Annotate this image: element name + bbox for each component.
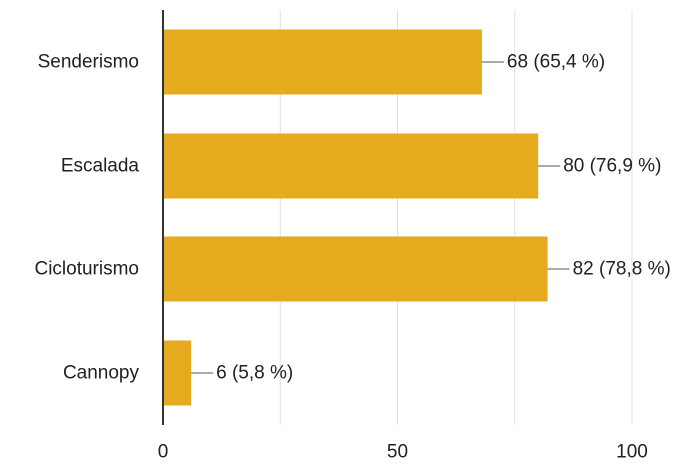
data-label-cannopy: 6 (5,8 %) — [216, 363, 293, 384]
bar-senderismo — [163, 29, 482, 95]
x-tick-label: 50 — [387, 442, 408, 463]
bar-escalada — [163, 133, 539, 199]
category-label-escalada: Escalada — [61, 156, 140, 177]
x-tick-label: 100 — [616, 442, 648, 463]
data-label-escalada: 80 (76,9 %) — [563, 156, 661, 177]
category-label-cicloturismo: Cicloturismo — [34, 259, 139, 280]
data-label-senderismo: 68 (65,4 %) — [507, 52, 605, 73]
bar-cicloturismo — [163, 236, 548, 302]
data-labels: 68 (65,4 %) 80 (76,9 %) 82 (78,8 %) 6 (5,8 … — [191, 52, 671, 384]
category-label-cannopy: Cannopy — [63, 363, 140, 384]
bars — [163, 29, 548, 406]
x-tick-label: 0 — [158, 442, 169, 463]
bar-cannopy — [163, 340, 192, 406]
category-labels: Senderismo Escalada Cicloturismo Cannopy — [34, 52, 139, 384]
category-label-senderismo: Senderismo — [38, 52, 139, 73]
x-tick-labels: 0 50 100 — [158, 442, 648, 463]
data-label-cicloturismo: 82 (78,8 %) — [573, 259, 671, 280]
